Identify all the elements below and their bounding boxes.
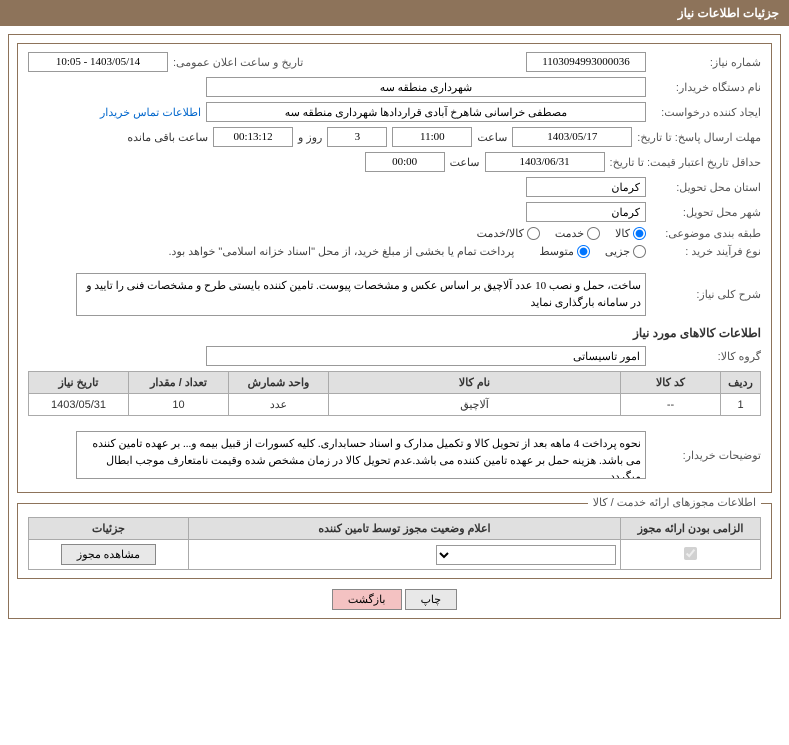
licence-row: مشاهده مجوز bbox=[29, 540, 761, 570]
view-licence-button[interactable]: مشاهده مجوز bbox=[61, 544, 156, 565]
cat-both-label: کالا/خدمت bbox=[477, 227, 524, 240]
header-title: جزئیات اطلاعات نیاز bbox=[678, 6, 779, 20]
province-field bbox=[526, 177, 646, 197]
lic-col-status: اعلام وضعیت مجوز توسط تامین کننده bbox=[189, 518, 621, 540]
proc-small-label: جزیی bbox=[605, 245, 630, 258]
cell-name: آلاچیق bbox=[329, 394, 621, 416]
col-code: کد کالا bbox=[621, 372, 721, 394]
lic-status-select[interactable] bbox=[436, 545, 616, 565]
goods-heading: اطلاعات کالاهای مورد نیاز bbox=[28, 326, 761, 340]
city-field bbox=[526, 202, 646, 222]
requester-label: ایجاد کننده درخواست: bbox=[651, 106, 761, 119]
deadline-label: مهلت ارسال پاسخ: تا تاریخ: bbox=[637, 131, 761, 144]
validity-time-field bbox=[365, 152, 445, 172]
lic-mandatory-checkbox bbox=[684, 547, 697, 560]
announce-label: تاریخ و ساعت اعلان عمومی: bbox=[173, 56, 303, 69]
summary-field bbox=[76, 273, 646, 316]
lic-col-details: جزئیات bbox=[29, 518, 189, 540]
province-label: استان محل تحویل: bbox=[651, 181, 761, 194]
summary-label: شرح کلی نیاز: bbox=[651, 288, 761, 301]
cell-code: -- bbox=[621, 394, 721, 416]
cat-goods-label: کالا bbox=[615, 227, 630, 240]
action-buttons: چاپ بازگشت bbox=[17, 589, 772, 610]
buyer-org-field bbox=[206, 77, 646, 97]
process-radio-group: جزیی متوسط bbox=[539, 245, 646, 258]
buyer-notes-label: توضیحات خریدار: bbox=[651, 449, 761, 462]
licence-section-title: اطلاعات مجوزهای ارائه خدمت / کالا bbox=[588, 496, 761, 509]
cell-date: 1403/05/31 bbox=[29, 394, 129, 416]
cell-row: 1 bbox=[721, 394, 761, 416]
col-name: نام کالا bbox=[329, 372, 621, 394]
payment-note: پرداخت تمام یا بخشی از مبلغ خرید، از محل… bbox=[169, 245, 515, 258]
category-label: طبقه بندی موضوعی: bbox=[651, 227, 761, 240]
print-button[interactable]: چاپ bbox=[405, 589, 458, 610]
buyer-org-label: نام دستگاه خریدار: bbox=[651, 81, 761, 94]
cat-goods-radio[interactable] bbox=[633, 227, 646, 240]
table-row: 1 -- آلاچیق عدد 10 1403/05/31 bbox=[29, 394, 761, 416]
group-label: گروه کالا: bbox=[651, 350, 761, 363]
page-header: جزئیات اطلاعات نیاز bbox=[0, 0, 789, 26]
process-label: نوع فرآیند خرید : bbox=[651, 245, 761, 258]
licence-section: اطلاعات مجوزهای ارائه خدمت / کالا الزامی… bbox=[17, 503, 772, 579]
deadline-date-field bbox=[512, 127, 632, 147]
cat-service-label: خدمت bbox=[555, 227, 584, 240]
time-label-1: ساعت bbox=[477, 131, 507, 144]
validity-date-field bbox=[485, 152, 605, 172]
lic-col-mandatory: الزامی بودن ارائه مجوز bbox=[621, 518, 761, 540]
goods-table: ردیف کد کالا نام کالا واحد شمارش تعداد /… bbox=[28, 371, 761, 416]
category-radio-group: کالا خدمت کالا/خدمت bbox=[477, 227, 646, 240]
need-info-section: شماره نیاز: تاریخ و ساعت اعلان عمومی: نا… bbox=[17, 43, 772, 493]
cat-service-radio[interactable] bbox=[587, 227, 600, 240]
lic-details-cell: مشاهده مجوز bbox=[29, 540, 189, 570]
cell-qty: 10 bbox=[129, 394, 229, 416]
back-button[interactable]: بازگشت bbox=[332, 589, 402, 610]
buyer-contact-link[interactable]: اطلاعات تماس خریدار bbox=[100, 106, 201, 119]
col-date: تاریخ نیاز bbox=[29, 372, 129, 394]
main-panel: شماره نیاز: تاریخ و ساعت اعلان عمومی: نا… bbox=[8, 34, 781, 619]
lic-status-cell bbox=[189, 540, 621, 570]
requester-field bbox=[206, 102, 646, 122]
need-number-label: شماره نیاز: bbox=[651, 56, 761, 69]
city-label: شهر محل تحویل: bbox=[651, 206, 761, 219]
col-row: ردیف bbox=[721, 372, 761, 394]
buyer-notes-field bbox=[76, 431, 646, 479]
group-field bbox=[206, 346, 646, 366]
proc-medium-label: متوسط bbox=[539, 245, 574, 258]
cell-unit: عدد bbox=[229, 394, 329, 416]
proc-medium-radio[interactable] bbox=[577, 245, 590, 258]
days-and-label: روز و bbox=[298, 131, 322, 144]
cat-both-radio[interactable] bbox=[527, 227, 540, 240]
remain-time-field bbox=[213, 127, 293, 147]
announce-field bbox=[28, 52, 168, 72]
time-label-2: ساعت bbox=[450, 156, 480, 169]
proc-small-radio[interactable] bbox=[633, 245, 646, 258]
validity-label: حداقل تاریخ اعتبار قیمت: تا تاریخ: bbox=[610, 156, 761, 169]
col-qty: تعداد / مقدار bbox=[129, 372, 229, 394]
licence-table: الزامی بودن ارائه مجوز اعلام وضعیت مجوز … bbox=[28, 517, 761, 570]
remain-suffix-label: ساعت باقی مانده bbox=[127, 131, 208, 144]
lic-mandatory-cell bbox=[621, 540, 761, 570]
need-number-field bbox=[526, 52, 646, 72]
remain-days-field bbox=[327, 127, 387, 147]
deadline-time-field bbox=[392, 127, 472, 147]
col-unit: واحد شمارش bbox=[229, 372, 329, 394]
